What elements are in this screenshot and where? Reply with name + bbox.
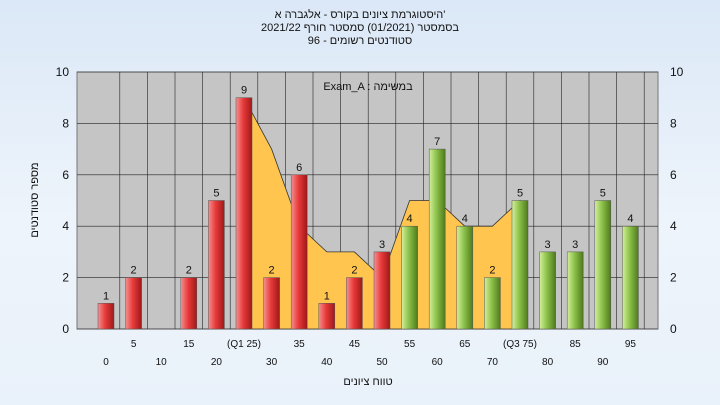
bar-value-label: 9 (241, 85, 247, 97)
chart-title: היסטוגרמת ציונים בקורס - אלגברה א' (274, 9, 446, 21)
histogram-bar (456, 225, 474, 330)
x-tick-label: 55 (404, 339, 416, 350)
bar-value-label: 3 (572, 239, 578, 251)
x-tick-label: 40 (321, 357, 333, 368)
histogram-bar (235, 97, 253, 330)
histogram-bar (208, 200, 225, 330)
histogram-bar (97, 303, 115, 330)
x-tick-label: 10 (156, 357, 168, 368)
bar-value-label: 5 (517, 188, 523, 200)
bar-value-label: 7 (434, 136, 440, 148)
y-tick-label-right: 6 (670, 168, 677, 182)
x-tick-label: 15 (183, 339, 195, 350)
histogram-bar (511, 200, 529, 330)
x-tick-label: 30 (266, 357, 278, 368)
x-axis-label: טווח ציונים (343, 376, 392, 388)
x-tick-label: 5 (131, 339, 137, 350)
bar-value-label: 5 (213, 188, 219, 200)
histogram-bar (594, 200, 612, 330)
histogram-bar (290, 174, 308, 330)
bar-value-label: 4 (462, 213, 468, 225)
y-tick-label-left: 0 (62, 322, 69, 336)
bar-value-label: 2 (489, 265, 495, 277)
bar-value-label: 2 (269, 265, 275, 277)
bar-value-label: 5 (600, 188, 606, 200)
x-tick-label: (Q3 75) (503, 339, 537, 350)
histogram-bar (125, 277, 142, 330)
bar-value-label: 2 (351, 265, 357, 277)
bar-value-label: 2 (131, 265, 137, 277)
task-label: Exam_A : במשימה (323, 81, 413, 93)
bar-value-label: 2 (186, 265, 192, 277)
bar-value-label: 1 (103, 290, 109, 302)
y-tick-label-right: 10 (670, 65, 684, 79)
bar-value-label: 4 (407, 213, 413, 225)
y-tick-label-left: 8 (62, 116, 69, 130)
y-tick-label-left: 6 (62, 168, 69, 182)
y-tick-label-right: 4 (670, 219, 677, 233)
bar-value-label: 3 (379, 239, 385, 251)
y-tick-label-right: 2 (670, 271, 677, 285)
histogram-bar (428, 148, 446, 330)
histogram-bar (373, 251, 391, 330)
y-axis-label: מספר סטודנטים (29, 162, 41, 237)
chart-subtitle-students: סטודנטים רשומים - 96 (307, 35, 413, 47)
y-tick-label-left: 10 (56, 65, 70, 79)
x-tick-label: (Q1 25) (227, 339, 261, 350)
x-tick-label: 45 (349, 339, 361, 350)
y-tick-label-right: 8 (670, 116, 677, 130)
y-tick-label-left: 4 (62, 219, 69, 233)
x-tick-label: 20 (211, 357, 223, 368)
histogram-bar (401, 225, 418, 330)
y-tick-label-left: 2 (62, 271, 69, 285)
histogram-bar (484, 277, 501, 330)
histogram-bar (263, 277, 280, 330)
histogram-bar (539, 251, 556, 330)
x-tick-label: 85 (570, 339, 582, 350)
x-tick-label: 90 (597, 357, 609, 368)
bar-value-label: 1 (324, 290, 330, 302)
histogram-bar (180, 277, 198, 330)
histogram-bar (622, 225, 639, 330)
bar-value-label: 4 (627, 213, 633, 225)
x-tick-label: 95 (625, 339, 637, 350)
x-tick-label: 65 (459, 339, 471, 350)
x-tick-label: 0 (103, 357, 109, 368)
histogram-bar (318, 303, 336, 330)
x-tick-label: 60 (432, 357, 444, 368)
x-tick-label: 35 (294, 339, 306, 350)
bar-value-label: 3 (545, 239, 551, 251)
x-tick-label: 50 (376, 357, 388, 368)
bar-value-label: 6 (296, 162, 302, 174)
chart-subtitle-semester: בסמסטר (01/2021) סמסטר חורף 2021/22 (260, 22, 460, 34)
x-tick-label: 80 (542, 357, 554, 368)
histogram-bar (566, 251, 584, 330)
x-tick-label: 70 (487, 357, 499, 368)
y-tick-label-right: 0 (670, 322, 677, 336)
histogram-bar (346, 277, 363, 330)
